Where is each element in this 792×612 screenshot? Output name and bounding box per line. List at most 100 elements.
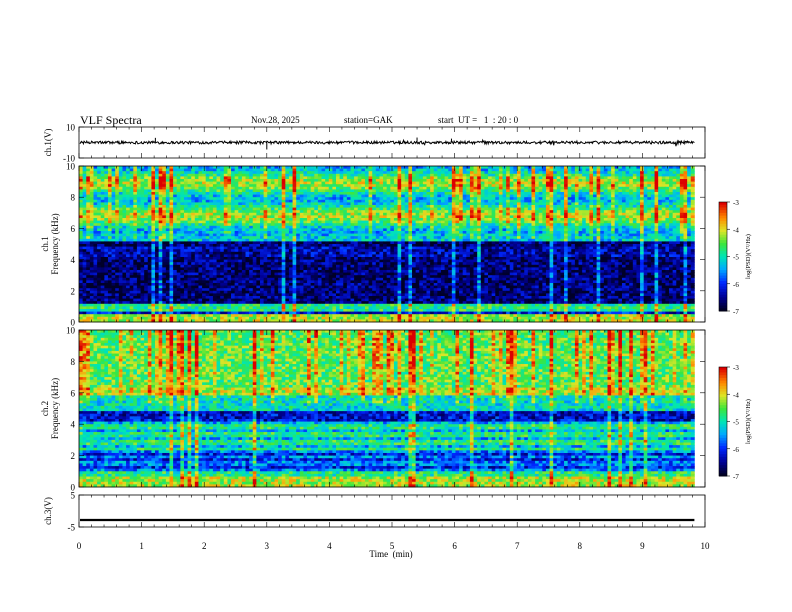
spectrogram-cell xyxy=(82,166,87,169)
spectrogram-cell xyxy=(661,207,666,211)
spectrogram-cell xyxy=(252,184,257,188)
spectrogram-cell xyxy=(249,202,254,206)
spectrogram-cell xyxy=(155,225,160,229)
spectrogram-cell xyxy=(89,238,94,242)
spectrogram-cell xyxy=(455,176,460,180)
spectrogram-cell xyxy=(317,223,322,227)
spectrogram-cell xyxy=(672,215,677,219)
spectrogram-cell xyxy=(585,205,590,208)
spectrogram-cell xyxy=(672,179,677,182)
spectrogram-cell xyxy=(419,199,424,203)
spectrogram-cell xyxy=(484,194,489,198)
spectrogram-cell xyxy=(299,176,304,180)
spectrogram-cell xyxy=(151,212,156,216)
spectrogram-cell xyxy=(296,192,301,195)
spectrogram-cell xyxy=(390,192,395,195)
spectrogram-cell xyxy=(498,171,503,175)
spectrogram-cell xyxy=(404,215,409,219)
spectrogram-cell xyxy=(263,192,268,195)
spectrogram-cell xyxy=(451,238,456,242)
spectrogram-cell xyxy=(336,220,341,224)
spectrogram-cell xyxy=(227,179,232,182)
spectrogram-cell xyxy=(129,228,134,232)
spectrogram-cell xyxy=(209,192,214,195)
spectrogram-cell xyxy=(466,238,471,242)
spectrogram-cell xyxy=(531,236,536,240)
spectrogram-cell xyxy=(238,176,243,180)
spectrogram-cell xyxy=(241,173,246,177)
spectrogram-cell xyxy=(317,197,322,201)
spectrogram-cell xyxy=(564,236,569,240)
spectrogram-cell xyxy=(683,199,688,203)
spectrogram-cell xyxy=(498,179,503,182)
spectrogram-cell xyxy=(169,168,174,172)
spectrogram-cell xyxy=(690,179,695,182)
spectrogram-cell xyxy=(448,189,453,193)
spectrogram-cell xyxy=(542,220,547,224)
spectrogram-cell xyxy=(643,179,648,182)
spectrogram-cell xyxy=(473,199,478,203)
spectrogram-cell xyxy=(364,236,369,240)
spectrogram-cell xyxy=(636,166,641,169)
spectrogram-cell xyxy=(343,199,348,203)
spectrogram-cell xyxy=(665,181,670,185)
spectrogram-cell xyxy=(375,202,380,206)
spectrogram-cell xyxy=(176,236,181,240)
spectrogram-cell xyxy=(538,186,543,190)
spectrogram-cell xyxy=(259,181,265,185)
spectrogram-cell xyxy=(665,210,670,214)
spectrogram-cell xyxy=(415,166,420,169)
spectrogram-cell xyxy=(259,223,265,227)
spectrogram-cell xyxy=(314,202,319,206)
spectrogram-cell xyxy=(299,212,304,216)
spectrogram-cell xyxy=(368,225,373,229)
spectrogram-cell xyxy=(556,176,561,180)
spectrogram-cell xyxy=(79,233,84,237)
spectrogram-cell xyxy=(176,173,181,177)
spectrogram-cell xyxy=(93,173,98,177)
spectrogram-cell xyxy=(361,171,366,175)
spectrogram-cell xyxy=(545,197,550,201)
spectrogram-cell xyxy=(122,173,127,177)
spectrogram-cell xyxy=(136,166,141,169)
spectrogram-cell xyxy=(252,186,257,190)
spectrogram-cell xyxy=(520,220,525,224)
spectrogram-cell xyxy=(640,189,645,193)
spectrogram-cell xyxy=(629,202,634,206)
spectrogram-cell xyxy=(220,207,225,211)
spectrogram-cell xyxy=(252,231,257,234)
spectrogram-cell xyxy=(629,176,634,180)
spectrogram-cell xyxy=(169,194,174,198)
spectrogram-cell xyxy=(115,189,120,193)
spectrogram-cell xyxy=(169,228,174,232)
spectrogram-cell xyxy=(223,225,228,229)
spectrogram-cell xyxy=(687,233,692,237)
spectrogram-cell xyxy=(430,179,435,182)
spectrogram-cell xyxy=(433,202,438,206)
spectrogram-cell xyxy=(491,173,496,177)
spectrogram-cell xyxy=(466,236,471,240)
spectrogram-cell xyxy=(600,168,605,172)
spectrogram-cell xyxy=(455,186,460,190)
spectrogram-cell xyxy=(625,176,630,180)
spectrogram-cell xyxy=(321,220,326,224)
spectrogram-cell xyxy=(690,236,695,240)
spectrogram-cell xyxy=(194,223,199,227)
spectrogram-cell xyxy=(100,223,105,227)
spectrogram-cell xyxy=(310,202,315,206)
spectrogram-cell xyxy=(629,220,634,224)
spectrogram-cell xyxy=(632,223,637,227)
spectrogram-cell xyxy=(368,168,373,172)
spectrogram-cell xyxy=(538,199,543,203)
spectrogram-cell xyxy=(469,192,474,195)
spectrogram-cell xyxy=(687,236,692,240)
spectrogram-cell xyxy=(180,202,185,206)
spectrogram-cell xyxy=(198,189,203,193)
spectrogram-cell xyxy=(129,207,134,211)
spectrogram-cell xyxy=(491,199,496,203)
spectrogram-cell xyxy=(234,223,239,227)
spectrogram-cell xyxy=(669,186,674,190)
spectrogram-cell xyxy=(513,171,518,175)
spectrogram-cell xyxy=(618,166,623,169)
spectrogram-cell xyxy=(676,186,681,190)
